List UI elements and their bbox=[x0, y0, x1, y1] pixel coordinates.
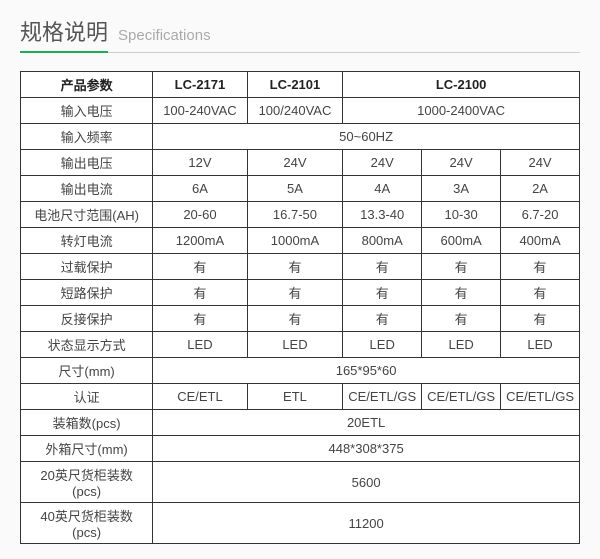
cell: 有 bbox=[501, 280, 580, 306]
table-row: 20英尺货柜装数(pcs) 5600 bbox=[21, 462, 580, 503]
row-label: 状态显示方式 bbox=[21, 332, 153, 358]
cell: 3A bbox=[422, 176, 501, 202]
cell: 11200 bbox=[153, 503, 580, 544]
cell: 24V bbox=[501, 150, 580, 176]
cell: CE/ETL/GS bbox=[343, 384, 422, 410]
cell: 16.7-50 bbox=[247, 202, 343, 228]
table-row: 认证 CE/ETL ETL CE/ETL/GS CE/ETL/GS CE/ETL… bbox=[21, 384, 580, 410]
cell: 有 bbox=[343, 254, 422, 280]
spec-table: 产品参数 LC-2171 LC-2101 LC-2100 输入电压 100-24… bbox=[20, 71, 580, 544]
section-header: 规格说明 Specifications bbox=[20, 15, 580, 53]
cell: 有 bbox=[501, 306, 580, 332]
cell: 4A bbox=[343, 176, 422, 202]
table-row: 输入频率 50~60HZ bbox=[21, 124, 580, 150]
cell: LED bbox=[343, 332, 422, 358]
cell: 5600 bbox=[153, 462, 580, 503]
cell: 有 bbox=[247, 254, 343, 280]
cell: 有 bbox=[422, 254, 501, 280]
cell: 400mA bbox=[501, 228, 580, 254]
table-row: 输入电压 100-240VAC 100/240VAC 1000-2400VAC bbox=[21, 98, 580, 124]
row-label: 外箱尺寸(mm) bbox=[21, 436, 153, 462]
cell: 5A bbox=[247, 176, 343, 202]
cell: 有 bbox=[422, 280, 501, 306]
cell: 有 bbox=[153, 254, 248, 280]
row-label: 尺寸(mm) bbox=[21, 358, 153, 384]
cell: 有 bbox=[501, 254, 580, 280]
cell: 有 bbox=[153, 280, 248, 306]
cell: CE/ETL/GS bbox=[422, 384, 501, 410]
table-row: 尺寸(mm) 165*95*60 bbox=[21, 358, 580, 384]
cell: 1000-2400VAC bbox=[343, 98, 580, 124]
cell: 有 bbox=[247, 306, 343, 332]
cell: 24V bbox=[422, 150, 501, 176]
row-label: 输出电流 bbox=[21, 176, 153, 202]
cell: 1200mA bbox=[153, 228, 248, 254]
row-label: 反接保护 bbox=[21, 306, 153, 332]
cell: 有 bbox=[422, 306, 501, 332]
col-model-1: LC-2171 bbox=[153, 72, 248, 98]
row-label: 输出电压 bbox=[21, 150, 153, 176]
cell: 800mA bbox=[343, 228, 422, 254]
table-header-row: 产品参数 LC-2171 LC-2101 LC-2100 bbox=[21, 72, 580, 98]
table-row: 输出电压 12V 24V 24V 24V 24V bbox=[21, 150, 580, 176]
cell: 有 bbox=[343, 280, 422, 306]
header-title-en: Specifications bbox=[118, 27, 211, 44]
cell: 600mA bbox=[422, 228, 501, 254]
row-label: 40英尺货柜装数(pcs) bbox=[21, 503, 153, 544]
col-model-2: LC-2101 bbox=[247, 72, 343, 98]
cell: LED bbox=[153, 332, 248, 358]
cell: 100/240VAC bbox=[247, 98, 343, 124]
cell: LED bbox=[422, 332, 501, 358]
cell: 有 bbox=[153, 306, 248, 332]
cell: 448*308*375 bbox=[153, 436, 580, 462]
row-label: 电池尺寸范围(AH) bbox=[21, 202, 153, 228]
row-label: 输入频率 bbox=[21, 124, 153, 150]
table-row: 反接保护 有 有 有 有 有 bbox=[21, 306, 580, 332]
cell: 100-240VAC bbox=[153, 98, 248, 124]
col-model-3: LC-2100 bbox=[343, 72, 580, 98]
table-row: 输出电流 6A 5A 4A 3A 2A bbox=[21, 176, 580, 202]
cell: 有 bbox=[343, 306, 422, 332]
cell: 24V bbox=[247, 150, 343, 176]
table-row: 短路保护 有 有 有 有 有 bbox=[21, 280, 580, 306]
cell: 20ETL bbox=[153, 410, 580, 436]
row-label: 输入电压 bbox=[21, 98, 153, 124]
cell: 24V bbox=[343, 150, 422, 176]
cell: CE/ETL bbox=[153, 384, 248, 410]
row-label: 认证 bbox=[21, 384, 153, 410]
cell: 有 bbox=[247, 280, 343, 306]
table-row: 状态显示方式 LED LED LED LED LED bbox=[21, 332, 580, 358]
table-row: 外箱尺寸(mm) 448*308*375 bbox=[21, 436, 580, 462]
row-label: 短路保护 bbox=[21, 280, 153, 306]
table-row: 装箱数(pcs) 20ETL bbox=[21, 410, 580, 436]
row-label: 20英尺货柜装数(pcs) bbox=[21, 462, 153, 503]
cell: 2A bbox=[501, 176, 580, 202]
cell: 12V bbox=[153, 150, 248, 176]
cell: LED bbox=[247, 332, 343, 358]
cell: 6A bbox=[153, 176, 248, 202]
row-label: 转灯电流 bbox=[21, 228, 153, 254]
row-label: 过载保护 bbox=[21, 254, 153, 280]
cell: LED bbox=[501, 332, 580, 358]
table-row: 过载保护 有 有 有 有 有 bbox=[21, 254, 580, 280]
cell: 13.3-40 bbox=[343, 202, 422, 228]
table-row: 转灯电流 1200mA 1000mA 800mA 600mA 400mA bbox=[21, 228, 580, 254]
cell: CE/ETL/GS bbox=[501, 384, 580, 410]
cell: 6.7-20 bbox=[501, 202, 580, 228]
cell: 20-60 bbox=[153, 202, 248, 228]
cell: 50~60HZ bbox=[153, 124, 580, 150]
cell: ETL bbox=[247, 384, 343, 410]
col-param: 产品参数 bbox=[21, 72, 153, 98]
cell: 165*95*60 bbox=[153, 358, 580, 384]
header-title-cn: 规格说明 bbox=[20, 15, 108, 53]
table-row: 40英尺货柜装数(pcs) 11200 bbox=[21, 503, 580, 544]
row-label: 装箱数(pcs) bbox=[21, 410, 153, 436]
cell: 10-30 bbox=[422, 202, 501, 228]
table-row: 电池尺寸范围(AH) 20-60 16.7-50 13.3-40 10-30 6… bbox=[21, 202, 580, 228]
cell: 1000mA bbox=[247, 228, 343, 254]
